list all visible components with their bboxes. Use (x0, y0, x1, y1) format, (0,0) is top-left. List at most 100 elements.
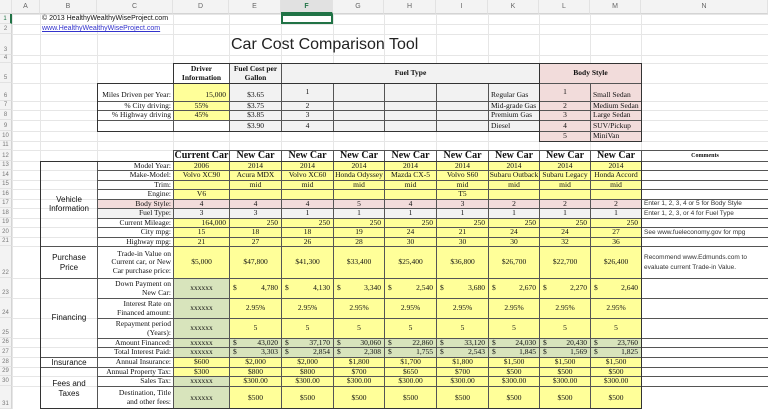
comment-empty[interactable] (641, 318, 768, 339)
row-header-7[interactable]: 7 (0, 101, 12, 110)
comment-empty[interactable] (641, 278, 768, 299)
currency-symbol: $ (594, 338, 598, 347)
row-header-3[interactable]: 3 (0, 34, 12, 55)
currency-symbol: $ (440, 283, 444, 293)
row-header-19[interactable]: 19 (0, 218, 12, 227)
row-header-11[interactable]: 11 (0, 141, 12, 150)
gridline (12, 14, 13, 409)
currency-value: 1,825 (621, 347, 638, 357)
currency-value: 22,860 (412, 338, 433, 347)
car-price-cell[interactable]: $33,400 (333, 246, 385, 279)
copyright-text: © 2013 HealthyWealthyWiseProject.com (42, 15, 169, 22)
currency-value: 23,760 (617, 338, 638, 347)
row-header-12[interactable]: 12 (0, 150, 12, 161)
column-header-a[interactable]: A (12, 0, 40, 14)
row-header-17[interactable]: 17 (0, 199, 12, 208)
row-header-8[interactable]: 8 (0, 110, 12, 120)
row-header-20[interactable]: 20 (0, 227, 12, 237)
currency-symbol: $ (337, 347, 341, 357)
currency-value: 2,540 (416, 283, 433, 293)
row-header-31[interactable]: 31 (0, 386, 12, 409)
column-header-f[interactable]: F (281, 0, 333, 14)
row-header-13[interactable]: 13 (0, 161, 12, 170)
row-header-15[interactable]: 15 (0, 180, 12, 189)
currency-symbol: $ (492, 347, 496, 357)
currency-value: 33,120 (464, 338, 485, 347)
row-header-9[interactable]: 9 (0, 120, 12, 131)
car-price-cell[interactable]: $26,400 (590, 246, 642, 279)
currency-value: 24,030 (515, 338, 536, 347)
currency-symbol: $ (233, 338, 237, 347)
currency-value: 2,670 (519, 283, 536, 293)
currency-symbol: $ (285, 347, 289, 357)
select-all-corner[interactable] (0, 0, 12, 14)
selected-cell-f1[interactable] (281, 14, 333, 24)
gridline (12, 55, 768, 56)
comment-price[interactable]: Recommend www.Edmunds.com to evaluate cu… (641, 246, 768, 279)
currency-symbol: $ (492, 283, 496, 293)
row-header-4[interactable]: 4 (0, 55, 12, 63)
row-header-2[interactable]: 2 (0, 24, 12, 34)
row-header-27[interactable]: 27 (0, 347, 12, 357)
currency-symbol: $ (285, 283, 289, 293)
website-link[interactable]: www.HealthyWealthyWiseProject.com (42, 25, 161, 32)
currency-symbol: $ (543, 338, 547, 347)
gridline (12, 34, 768, 35)
row-header-6[interactable]: 6 (0, 83, 12, 101)
column-header-h[interactable]: H (384, 0, 436, 14)
column-header-g[interactable]: G (333, 0, 384, 14)
row-header-14[interactable]: 14 (0, 170, 12, 180)
currency-value: 1,569 (570, 347, 587, 357)
gridline (12, 24, 768, 25)
column-header-e[interactable]: E (229, 0, 281, 14)
row-header-5[interactable]: 5 (0, 63, 12, 83)
currency-symbol: $ (594, 283, 598, 293)
column-header-i[interactable]: I (436, 0, 488, 14)
currency-value: 4,780 (261, 283, 278, 293)
currency-symbol: $ (233, 347, 237, 357)
column-header-n[interactable]: N (641, 0, 768, 14)
column-header-k[interactable]: K (488, 0, 539, 14)
column-header-c[interactable]: C (97, 0, 173, 14)
currency-symbol: $ (233, 283, 237, 293)
currency-symbol: $ (440, 338, 444, 347)
currency-symbol: $ (440, 347, 444, 357)
row-header-1[interactable]: 1 (0, 14, 12, 24)
page-title: Car Cost Comparison Tool (231, 36, 419, 53)
currency-symbol: $ (388, 338, 392, 347)
row-header-23[interactable]: 23 (0, 278, 12, 298)
row-header-16[interactable]: 16 (0, 189, 12, 199)
currency-value: 30,060 (360, 338, 381, 347)
row-header-18[interactable]: 18 (0, 208, 12, 218)
currency-symbol: $ (337, 338, 341, 347)
currency-value: 2,308 (364, 347, 381, 357)
currency-symbol: $ (285, 338, 289, 347)
driver-fuel-block-border (97, 83, 540, 132)
currency-symbol: $ (543, 347, 547, 357)
currency-value: 37,170 (309, 338, 330, 347)
currency-symbol: $ (543, 283, 547, 293)
row-header-26[interactable]: 26 (0, 338, 12, 347)
comment-empty[interactable] (641, 298, 768, 319)
body-style-block-border (539, 63, 642, 142)
row-header-28[interactable]: 28 (0, 357, 12, 367)
column-header-m[interactable]: M (590, 0, 641, 14)
row-header-30[interactable]: 30 (0, 376, 12, 386)
row-header-24[interactable]: 24 (0, 298, 12, 318)
currency-value: 2,640 (621, 283, 638, 293)
row-header-25[interactable]: 25 (0, 318, 12, 338)
currency-value: 43,020 (257, 338, 278, 347)
row-header-10[interactable]: 10 (0, 131, 12, 141)
column-header-l[interactable]: L (539, 0, 590, 14)
car-price-cell[interactable]: $25,400 (384, 246, 437, 279)
currency-value: 4,130 (313, 283, 330, 293)
currency-value: 1,755 (416, 347, 433, 357)
column-header-b[interactable]: B (40, 0, 97, 14)
driver-fuel-header-border (173, 63, 540, 84)
comment-empty[interactable] (641, 386, 768, 409)
column-header-d[interactable]: D (173, 0, 229, 14)
row-header-29[interactable]: 29 (0, 367, 12, 376)
row-header-22[interactable]: 22 (0, 246, 12, 278)
row-header-21[interactable]: 21 (0, 237, 12, 246)
gridline (12, 141, 768, 142)
